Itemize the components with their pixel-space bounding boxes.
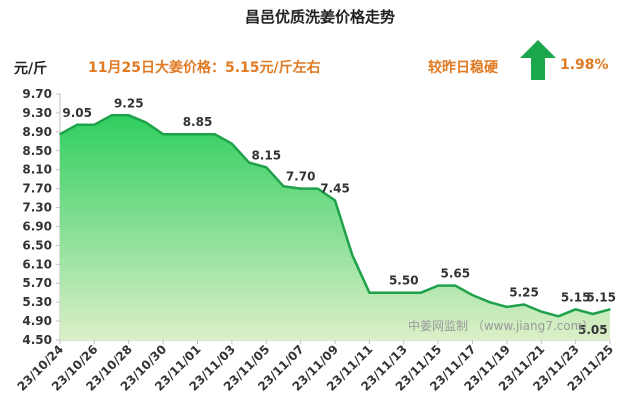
data-point: [110, 114, 113, 117]
y-tick-label: 6.50: [22, 238, 52, 252]
data-label: 8.85: [183, 115, 213, 129]
data-label: 5.15: [561, 290, 591, 304]
price-note: 11月25日大姜价格：5.15元/斤左右: [88, 60, 321, 76]
y-tick-label: 8.10: [22, 163, 52, 177]
data-point: [299, 187, 302, 190]
y-tick-label: 5.30: [22, 295, 52, 309]
y-tick-label: 9.30: [22, 106, 52, 120]
watermark: 中姜网监制 （www.jiang7.com）: [408, 318, 594, 333]
y-tick-label: 6.10: [22, 257, 52, 271]
data-label: 5.50: [389, 274, 419, 288]
data-point: [557, 315, 560, 318]
data-label: 9.25: [114, 96, 144, 110]
data-point: [437, 284, 439, 287]
data-point: [317, 187, 319, 190]
data-label: 5.25: [509, 286, 539, 300]
data-point: [265, 166, 268, 169]
data-point: [334, 199, 336, 202]
data-point: [127, 114, 130, 117]
data-point: [385, 291, 388, 294]
data-point: [196, 133, 199, 136]
trend-note: 较昨日稳硬: [428, 60, 498, 76]
y-tick-label: 4.90: [22, 314, 52, 328]
data-point: [145, 121, 147, 124]
data-point: [93, 123, 96, 126]
data-point: [179, 133, 182, 136]
data-label: 5.65: [441, 267, 471, 281]
y-tick-label: 7.70: [22, 182, 52, 196]
data-point: [59, 133, 61, 136]
y-tick-label: 5.70: [22, 276, 52, 290]
y-tick-label: 9.70: [22, 87, 52, 101]
area-fill: [60, 115, 610, 340]
data-label: 7.45: [320, 181, 350, 195]
series-area: [59, 114, 611, 340]
chart-title: 昌邑优质洗姜价格走势: [244, 8, 395, 26]
data-point: [248, 161, 250, 164]
data-label: 9.05: [62, 106, 92, 120]
y-tick-label: 6.90: [22, 219, 52, 233]
data-point: [592, 313, 594, 315]
data-point: [351, 254, 353, 256]
data-point: [454, 284, 457, 287]
data-point: [523, 303, 525, 306]
data-point: [282, 185, 285, 188]
data-point: [609, 308, 611, 311]
data-point: [162, 133, 164, 136]
data-labels: 9.05 9.25 8.85 8.15 7.70 7.45 5.50 5.65 5.25 5.15…: [62, 96, 616, 337]
y-tick-label: 4.50: [22, 333, 52, 347]
data-point: [540, 310, 543, 313]
y-axis-unit: 元/斤: [14, 61, 48, 77]
data-point: [471, 294, 474, 296]
data-point: [231, 142, 233, 145]
data-point: [574, 308, 577, 311]
data-point: [76, 123, 78, 126]
change-percent: 1.98%: [560, 57, 609, 73]
data-point: [420, 291, 422, 294]
y-tick-label: 7.30: [22, 201, 52, 215]
y-tick-label: 8.90: [22, 125, 52, 139]
data-label: 8.15: [251, 148, 281, 162]
data-point: [402, 291, 405, 294]
y-tick-label: 8.50: [22, 144, 52, 158]
data-label: 5.15: [586, 290, 616, 304]
data-label: 7.70: [286, 170, 316, 184]
data-point: [506, 306, 508, 308]
data-point: [368, 291, 371, 294]
data-point: [488, 301, 491, 303]
data-label: 5.05: [578, 323, 608, 337]
data-point: [213, 133, 216, 136]
up-arrow-icon: [520, 40, 556, 80]
